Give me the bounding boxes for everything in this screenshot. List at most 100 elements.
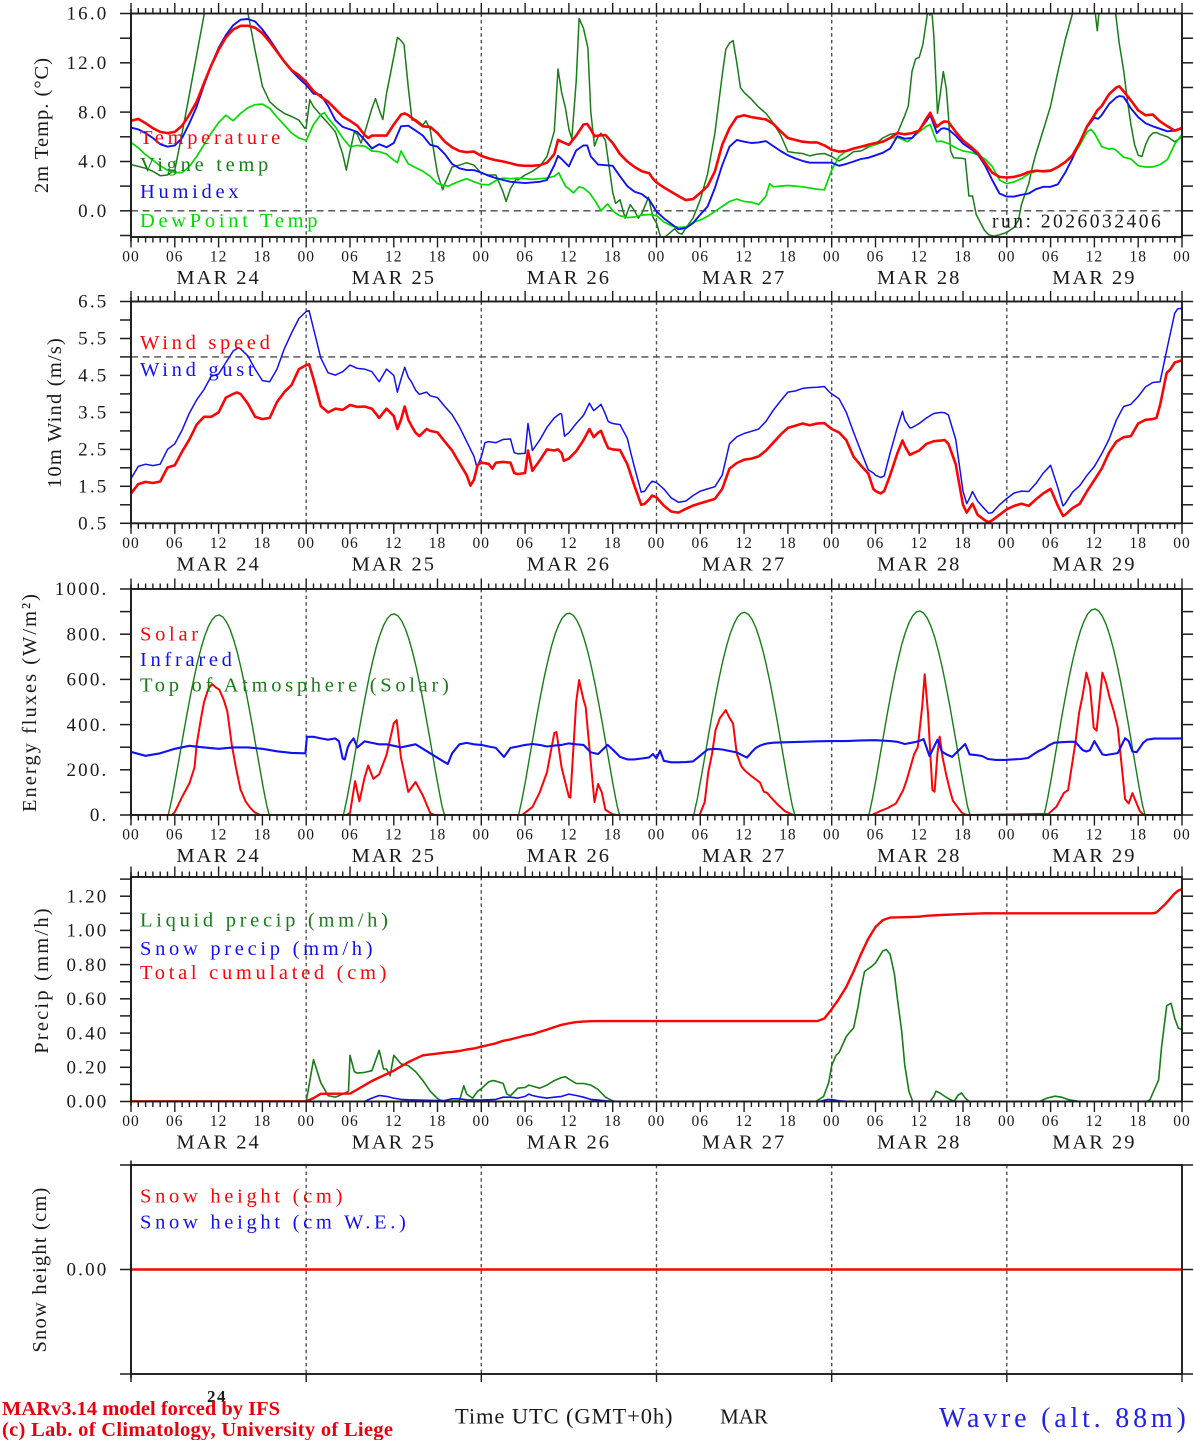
svg-text:MAR 26: MAR 26 [527, 267, 611, 289]
svg-text:00: 00 [297, 827, 315, 844]
svg-text:0.5: 0.5 [78, 514, 108, 535]
svg-text:18: 18 [1129, 827, 1147, 844]
svg-text:18: 18 [254, 249, 272, 266]
svg-text:Wind gust: Wind gust [140, 359, 257, 381]
svg-text:2.5: 2.5 [78, 440, 108, 461]
svg-text:18: 18 [779, 249, 797, 266]
svg-text:06: 06 [341, 535, 359, 552]
svg-text:0.40: 0.40 [66, 1023, 108, 1044]
svg-text:Liquid precip (mm/h): Liquid precip (mm/h) [140, 910, 392, 932]
svg-text:MAR 26: MAR 26 [527, 845, 611, 867]
svg-text:(c) Lab. of Climatology, Unive: (c) Lab. of Climatology, University of L… [2, 1419, 393, 1440]
svg-text:00: 00 [823, 827, 841, 844]
svg-text:12: 12 [1086, 827, 1104, 844]
svg-text:Vigne temp: Vigne temp [140, 154, 272, 176]
svg-text:2m Temp. (°C): 2m Temp. (°C) [31, 57, 53, 193]
svg-text:00: 00 [998, 827, 1016, 844]
svg-text:06: 06 [341, 1113, 359, 1130]
svg-text:MAR 25: MAR 25 [352, 267, 436, 289]
svg-text:MAR 28: MAR 28 [877, 1132, 961, 1154]
svg-text:06: 06 [692, 249, 710, 266]
svg-text:06: 06 [1042, 1113, 1060, 1130]
svg-text:18: 18 [604, 827, 622, 844]
svg-text:06: 06 [692, 1113, 710, 1130]
svg-text:4.0: 4.0 [78, 152, 108, 173]
svg-text:18: 18 [1129, 249, 1147, 266]
svg-text:MAR 25: MAR 25 [352, 1132, 436, 1154]
svg-text:18: 18 [954, 1113, 972, 1130]
svg-text:00: 00 [1173, 535, 1191, 552]
svg-text:12: 12 [735, 535, 753, 552]
svg-text:00: 00 [648, 249, 666, 266]
svg-text:00: 00 [297, 1113, 315, 1130]
svg-text:0.: 0. [90, 805, 109, 826]
svg-text:06: 06 [1042, 827, 1060, 844]
svg-text:MAR 27: MAR 27 [702, 845, 786, 867]
svg-text:MAR 28: MAR 28 [877, 553, 961, 575]
svg-text:Snow height (cm W.E.): Snow height (cm W.E.) [140, 1212, 410, 1234]
svg-text:Snow height (cm): Snow height (cm) [29, 1186, 51, 1352]
svg-text:06: 06 [1042, 535, 1060, 552]
svg-text:18: 18 [604, 249, 622, 266]
svg-text:Infrared: Infrared [140, 649, 236, 671]
svg-text:06: 06 [516, 827, 534, 844]
svg-text:Energy fluxes (W/m²): Energy fluxes (W/m²) [19, 592, 41, 812]
svg-text:06: 06 [166, 535, 184, 552]
svg-text:00: 00 [122, 1113, 140, 1130]
svg-text:00: 00 [823, 249, 841, 266]
svg-text:12: 12 [560, 1113, 578, 1130]
svg-text:0.00: 0.00 [66, 1092, 108, 1113]
svg-text:6.5: 6.5 [78, 292, 108, 313]
svg-text:18: 18 [1129, 535, 1147, 552]
svg-text:MAR 29: MAR 29 [1052, 1132, 1136, 1154]
svg-text:MAR 29: MAR 29 [1052, 845, 1136, 867]
svg-text:DewPoint Temp: DewPoint Temp [140, 210, 321, 232]
svg-text:00: 00 [998, 249, 1016, 266]
svg-text:18: 18 [429, 249, 447, 266]
svg-text:00: 00 [122, 827, 140, 844]
svg-text:MAR 27: MAR 27 [702, 1132, 786, 1154]
svg-text:0.80: 0.80 [66, 955, 108, 976]
svg-text:18: 18 [779, 535, 797, 552]
svg-text:06: 06 [516, 249, 534, 266]
svg-text:Wavre (alt. 88m): Wavre (alt. 88m) [939, 1403, 1190, 1434]
svg-text:06: 06 [166, 1113, 184, 1130]
svg-text:12: 12 [910, 535, 928, 552]
svg-text:12: 12 [385, 1113, 403, 1130]
svg-text:MAR 24: MAR 24 [176, 845, 260, 867]
svg-text:12: 12 [910, 1113, 928, 1130]
svg-text:4.5: 4.5 [78, 366, 108, 387]
svg-text:Top of Atmosphere (Solar): Top of Atmosphere (Solar) [140, 675, 453, 697]
svg-text:06: 06 [341, 827, 359, 844]
svg-text:00: 00 [1173, 827, 1191, 844]
svg-text:Humidex: Humidex [140, 181, 242, 203]
svg-text:00: 00 [473, 1113, 491, 1130]
svg-text:06: 06 [867, 1113, 885, 1130]
svg-text:1.00: 1.00 [66, 921, 108, 942]
svg-text:18: 18 [954, 827, 972, 844]
svg-text:18: 18 [254, 1113, 272, 1130]
svg-text:12: 12 [735, 1113, 753, 1130]
svg-text:06: 06 [867, 827, 885, 844]
svg-text:18: 18 [1129, 1113, 1147, 1130]
svg-text:12: 12 [1086, 1113, 1104, 1130]
svg-text:0.0: 0.0 [78, 201, 108, 222]
svg-text:12.0: 12.0 [66, 53, 108, 74]
svg-text:12: 12 [1086, 249, 1104, 266]
svg-text:Temperature: Temperature [140, 127, 284, 149]
svg-text:00: 00 [648, 535, 666, 552]
svg-text:00: 00 [1173, 1113, 1191, 1130]
svg-text:12: 12 [560, 535, 578, 552]
svg-text:MAR 27: MAR 27 [702, 267, 786, 289]
svg-text:18: 18 [604, 535, 622, 552]
svg-text:18: 18 [254, 535, 272, 552]
svg-text:Total cumulated (cm): Total cumulated (cm) [140, 962, 390, 984]
svg-text:18: 18 [954, 249, 972, 266]
svg-text:00: 00 [998, 1113, 1016, 1130]
svg-text:00: 00 [297, 249, 315, 266]
svg-text:18: 18 [779, 1113, 797, 1130]
svg-text:1.5: 1.5 [78, 477, 108, 498]
svg-text:06: 06 [867, 535, 885, 552]
svg-text:00: 00 [823, 1113, 841, 1130]
svg-text:MAR 24: MAR 24 [176, 267, 260, 289]
